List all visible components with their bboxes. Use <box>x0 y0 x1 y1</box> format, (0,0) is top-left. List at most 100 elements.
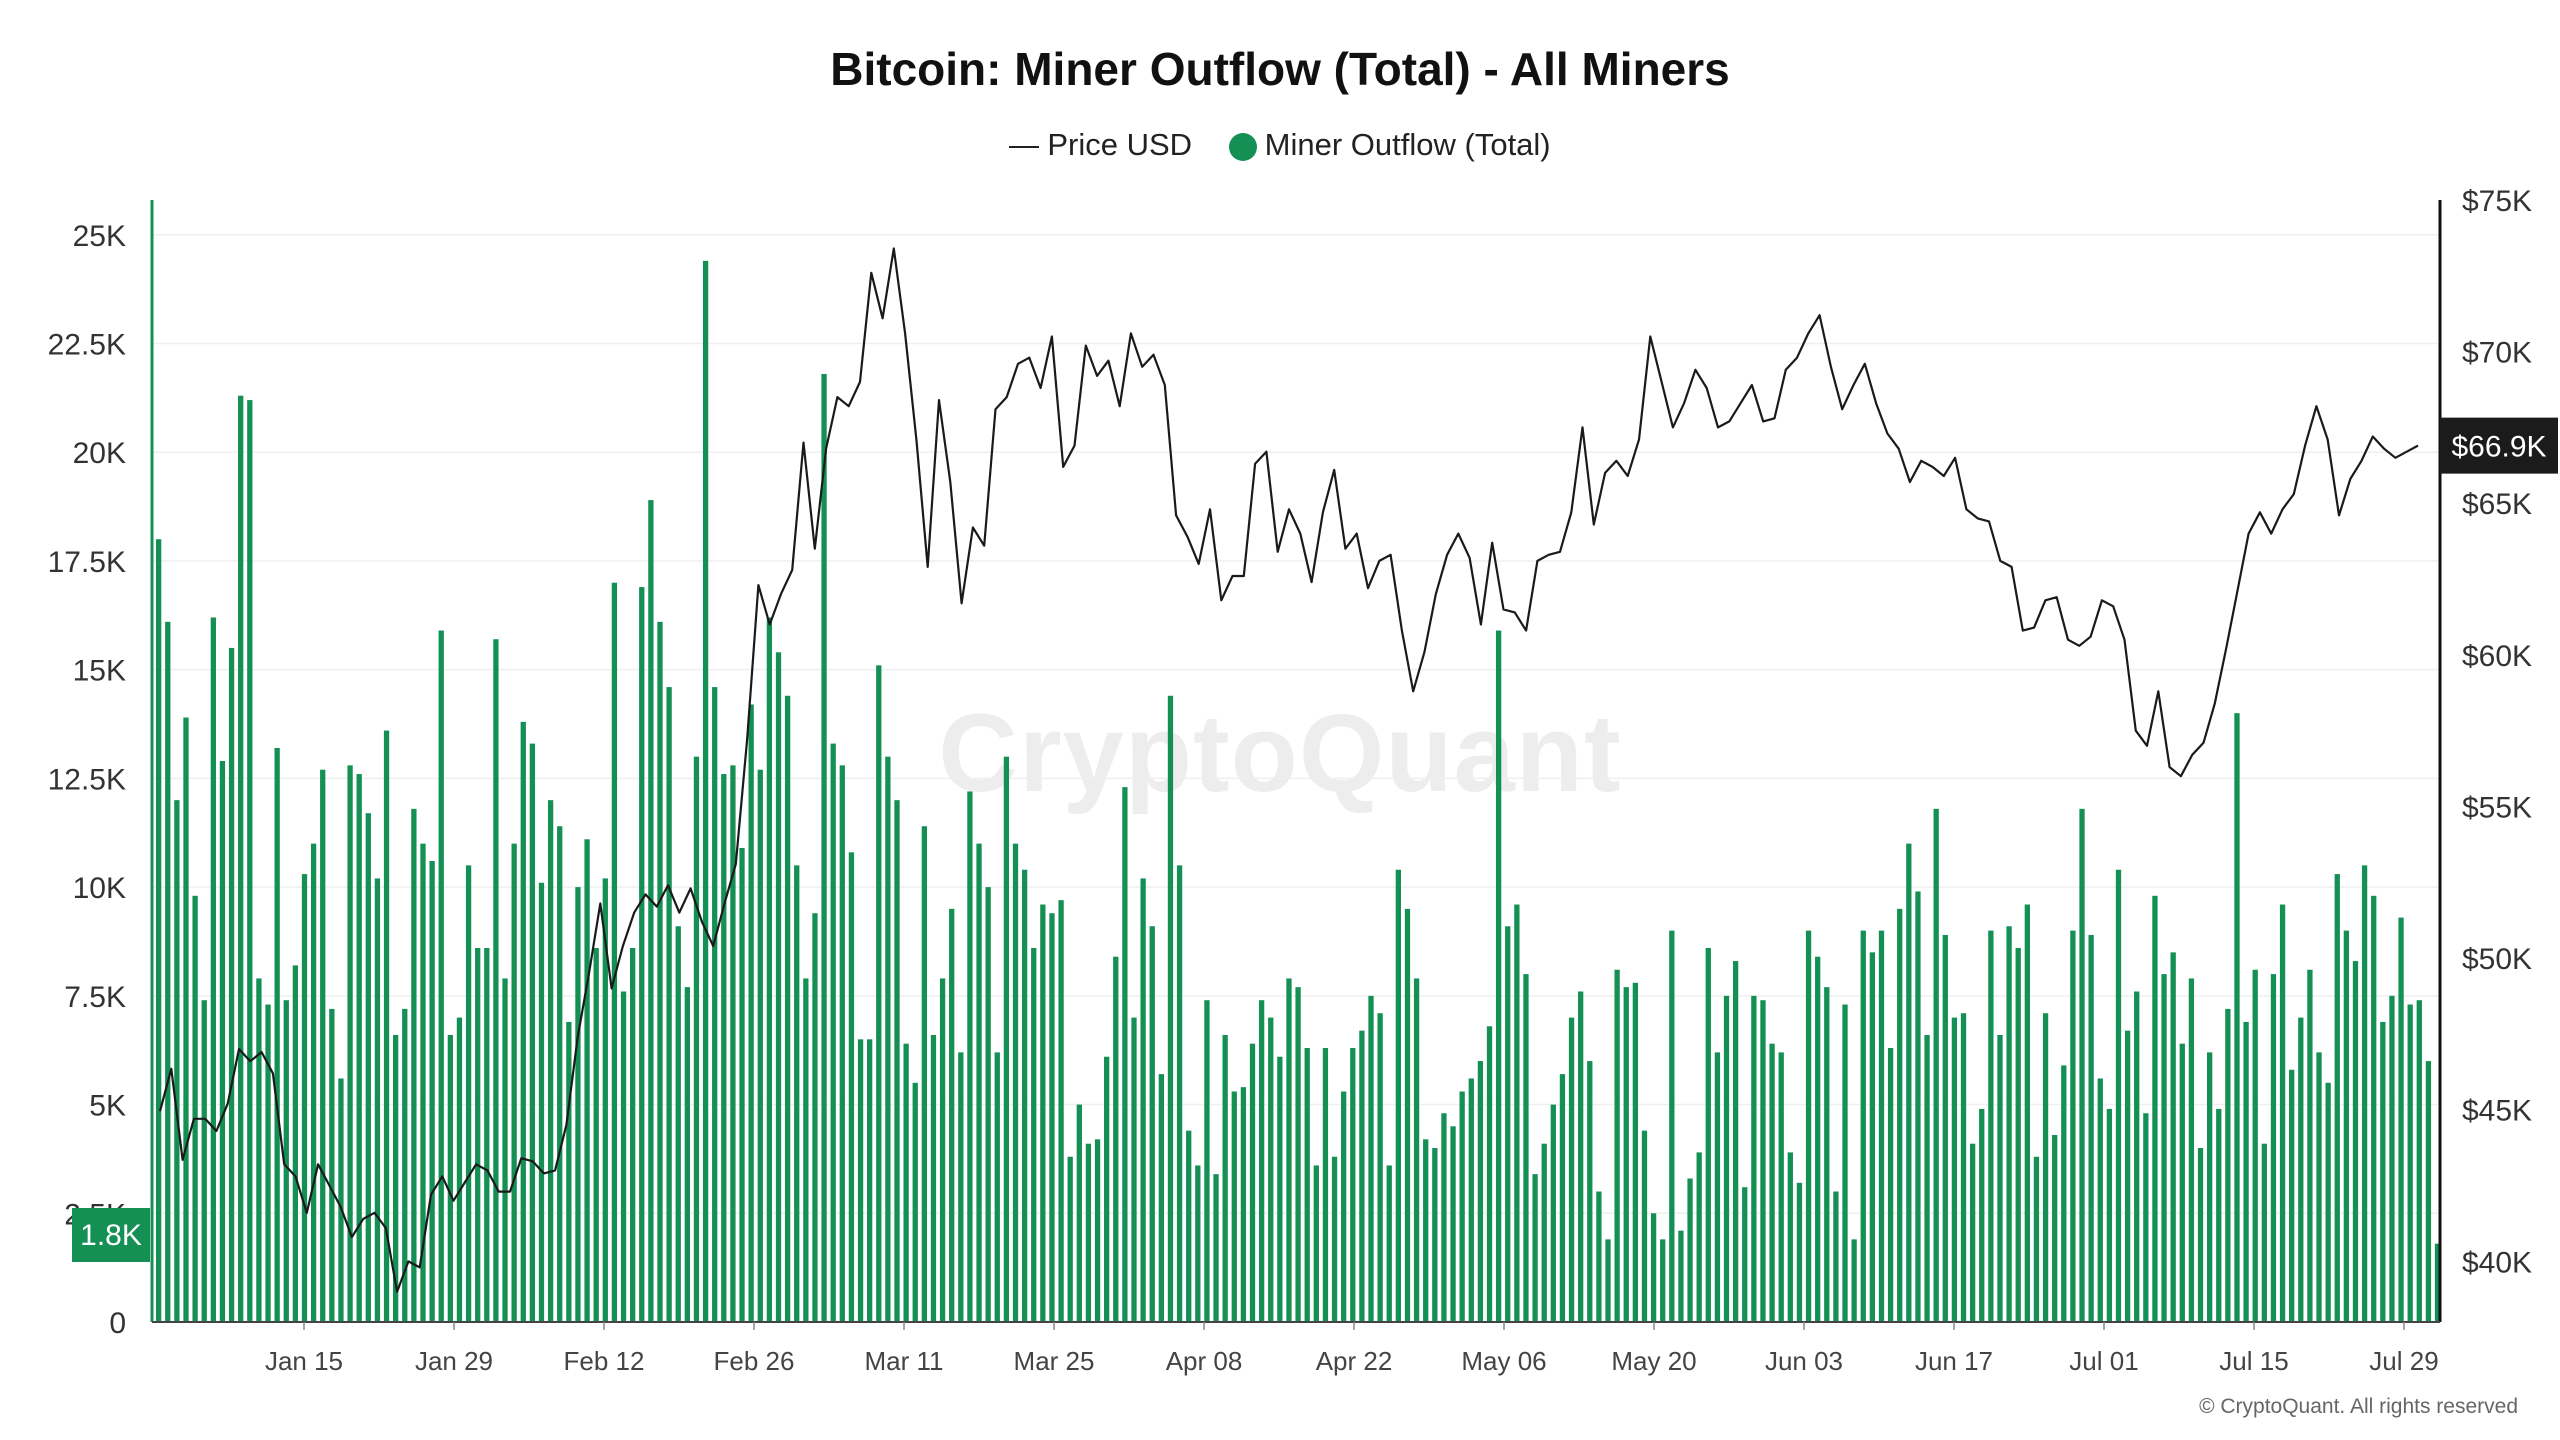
y-left-tick-label: 22.5K <box>48 329 126 362</box>
outflow-bar <box>1951 1017 1958 1322</box>
outflow-bar <box>1559 1074 1566 1322</box>
outflow-bar <box>1131 1017 1137 1322</box>
outflow-bar <box>1851 1239 1857 1322</box>
chart-title: Bitcoin: Miner Outflow (Total) - All Min… <box>830 43 1730 95</box>
outflow-bar <box>903 1043 909 1322</box>
outflow-bar <box>1240 1087 1247 1322</box>
outflow-bar <box>1049 913 1055 1322</box>
outflow-bar <box>730 765 736 1322</box>
outflow-bar <box>1495 630 1502 1322</box>
outflow-bar <box>1960 1013 1967 1322</box>
outflow-bar <box>547 800 554 1322</box>
y-right-tick-label: $45K <box>2462 1095 2532 1128</box>
outflow-bar <box>1650 1213 1657 1322</box>
outflow-bar <box>2261 1143 2267 1322</box>
y-left-tick-label: 25K <box>73 220 126 253</box>
outflow-bar <box>156 539 162 1322</box>
outflow-bar <box>748 704 754 1322</box>
outflow-bar <box>338 1078 344 1322</box>
outflow-bar <box>1778 1052 1784 1322</box>
outflow-bar <box>967 791 973 1322</box>
outflow-bar <box>693 756 700 1322</box>
latest-price-label: $66.9K <box>2451 431 2546 464</box>
x-tick-label: Jul 29 <box>2369 1346 2438 1376</box>
outflow-bar <box>420 843 426 1322</box>
axis-labels: 02.5K5K7.5K10K12.5K15K17.5K20K22.5K25K$4… <box>48 185 2532 1376</box>
y-right-tick-label: $65K <box>2462 488 2532 521</box>
outflow-bar <box>228 647 235 1322</box>
outflow-bar <box>1094 1139 1101 1322</box>
outflow-bar <box>1815 956 1821 1322</box>
outflow-bar <box>1286 978 1292 1322</box>
outflow-bar <box>1979 1108 1985 1322</box>
outflow-bar <box>1377 1013 1383 1322</box>
outflow-bar <box>611 582 618 1322</box>
outflow-bar <box>1933 808 1939 1322</box>
outflow-bar <box>1441 1113 1447 1322</box>
outflow-bar <box>1395 869 1401 1322</box>
outflow-bar <box>247 400 253 1322</box>
outflow-bar <box>1404 908 1411 1322</box>
outflow-bar <box>1222 1034 1228 1322</box>
outflow-bar <box>1322 1048 1329 1322</box>
outflow-bar <box>1204 1000 1210 1322</box>
outflow-bar <box>1249 1043 1256 1322</box>
latest-outflow-label: 1.8K <box>80 1219 142 1252</box>
legend-item-outflow[interactable]: Miner Outflow (Total) <box>1228 127 1551 163</box>
y-left-tick-label: 15K <box>73 655 126 688</box>
outflow-bar <box>2416 1000 2422 1322</box>
y-left-tick-label: 0 <box>109 1307 126 1340</box>
outflow-bar <box>1350 1048 1356 1322</box>
outflow-bar <box>2325 1082 2331 1322</box>
outflow-bar <box>876 665 882 1322</box>
outflow-bar <box>274 747 280 1322</box>
outflow-bar <box>1696 1152 1702 1322</box>
legend-item-price[interactable]: Price USD <box>1009 127 1192 163</box>
outflow-bar <box>921 826 927 1322</box>
outflow-bar <box>529 743 536 1322</box>
x-tick-label: Jul 01 <box>2069 1346 2138 1376</box>
y-left-tick-label: 5K <box>89 1090 126 1123</box>
outflow-bar <box>648 500 654 1322</box>
outflow-bar <box>912 1082 918 1322</box>
outflow-bar <box>994 1052 1000 1322</box>
outflow-bar <box>1186 1130 1192 1322</box>
outflow-bar <box>620 991 627 1322</box>
outflow-bar <box>1705 948 1711 1322</box>
outflow-bar <box>2252 969 2258 1322</box>
outflow-bar <box>593 948 599 1322</box>
outflow-bar <box>1942 934 1948 1322</box>
outflow-bar <box>1149 926 1155 1322</box>
outflow-bar <box>930 1034 937 1322</box>
outflow-bar <box>985 887 991 1322</box>
outflow-bar <box>1021 869 1028 1322</box>
outflow-bar <box>2434 1243 2441 1322</box>
outflow-bar <box>210 617 216 1322</box>
outflow-bar <box>1386 1165 1392 1322</box>
outflow-bar <box>2316 1052 2322 1322</box>
outflow-bar <box>684 987 690 1322</box>
copyright-notice: © CryptoQuant. All rights reserved <box>2199 1395 2518 1418</box>
y-left-tick-label: 12.5K <box>48 763 126 796</box>
outflow-bar <box>675 926 681 1322</box>
outflow-bar <box>1040 904 1046 1322</box>
outflow-bar <box>1295 987 1301 1322</box>
x-tick-label: Jun 17 <box>1915 1346 1993 1376</box>
outflow-bar <box>784 695 791 1322</box>
value-badges: 1.8K $66.9K <box>72 417 2558 1262</box>
outflow-bar <box>2061 1065 2067 1322</box>
outflow-bar <box>1997 1034 2003 1322</box>
outflow-bar <box>475 948 481 1322</box>
outflow-bar <box>939 978 946 1322</box>
outflow-bar <box>429 861 435 1322</box>
outflow-bar <box>2179 1043 2185 1322</box>
y-right-tick-label: $40K <box>2462 1246 2532 1279</box>
outflow-bar <box>511 843 517 1322</box>
outflow-dot-swatch-icon <box>1228 132 1257 161</box>
outflow-bar <box>1587 1061 1593 1322</box>
outflow-bar <box>2015 948 2021 1322</box>
outflow-bar <box>2024 904 2030 1322</box>
outflow-bar <box>1058 900 1064 1322</box>
outflow-bar <box>584 839 590 1322</box>
